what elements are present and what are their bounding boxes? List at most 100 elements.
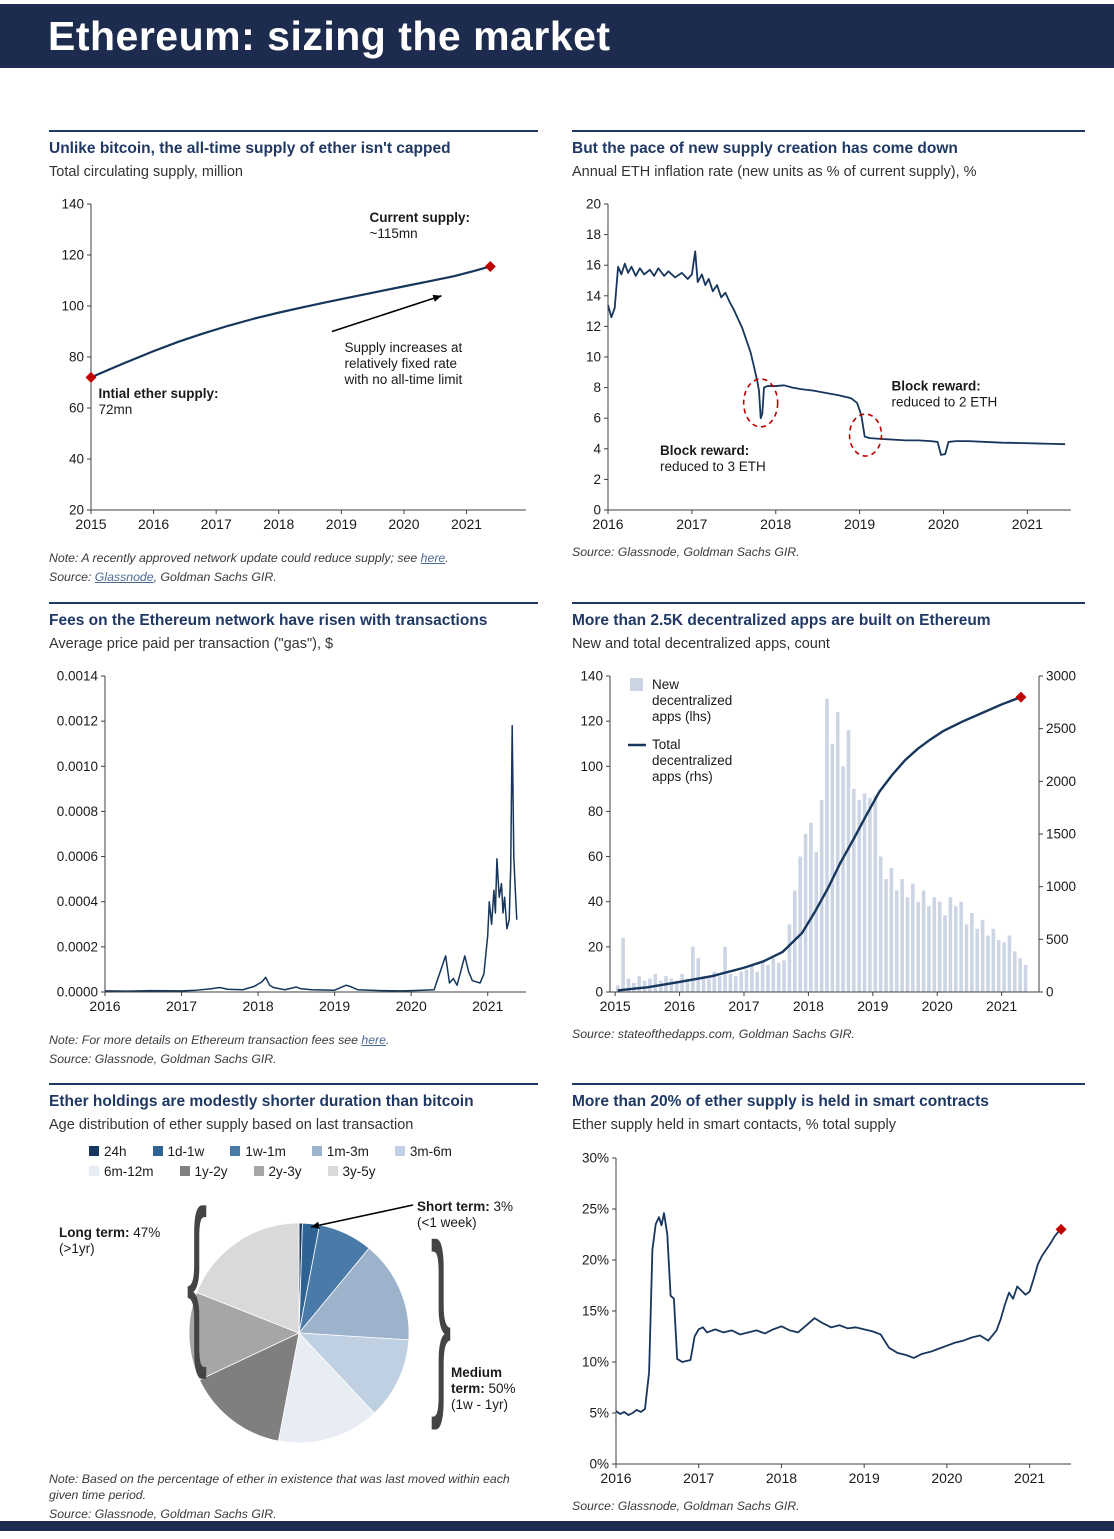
panel-subtitle: Average price paid per transaction ("gas… xyxy=(49,635,334,652)
svg-text:2020: 2020 xyxy=(388,516,419,532)
svg-text:8: 8 xyxy=(593,381,601,396)
svg-text:120: 120 xyxy=(61,248,84,263)
svg-text:10: 10 xyxy=(586,350,601,365)
svg-text:20%: 20% xyxy=(582,1252,609,1267)
svg-text:2018: 2018 xyxy=(760,516,791,532)
svg-text:decentralized: decentralized xyxy=(652,693,732,708)
smart-contracts-line-chart: 0% 5% 10% 15% 20% 25% 30% 2016 2017 2018 2019 2020 2… xyxy=(582,1150,1071,1486)
svg-text:0%: 0% xyxy=(589,1456,609,1471)
svg-text:18: 18 xyxy=(586,228,601,243)
svg-text:2021: 2021 xyxy=(1012,516,1043,532)
svg-text:0.0014: 0.0014 xyxy=(57,669,99,684)
svg-text:Block reward:: Block reward: xyxy=(660,443,749,458)
inflation-line-chart: 0 2 4 6 8 10 12 14 16 18 20 2016 2017 2018 2019 2020 202… xyxy=(586,197,1071,532)
panel-inflation: But the pace of new supply creation has … xyxy=(572,130,1085,586)
svg-text:2017: 2017 xyxy=(683,1470,714,1486)
svg-text:100: 100 xyxy=(580,759,603,774)
svg-text:2019: 2019 xyxy=(849,1470,880,1486)
svg-text:decentralized: decentralized xyxy=(652,753,732,768)
panel-source: Source: Glassnode, Goldman Sachs GIR. xyxy=(572,545,800,560)
panel-subtitle: Total circulating supply, million xyxy=(49,163,243,180)
svg-text:2016: 2016 xyxy=(664,998,695,1014)
svg-text:2000: 2000 xyxy=(1046,774,1076,789)
legend-item-1m-3m: 1m-3m xyxy=(311,1144,369,1159)
svg-text:0.0008: 0.0008 xyxy=(57,804,98,819)
legend-item-1d-1w: 1d-1w xyxy=(152,1144,204,1159)
svg-text:20: 20 xyxy=(588,940,603,955)
source-link[interactable]: Glassnode xyxy=(94,570,154,585)
legend-swatch xyxy=(152,1146,163,1157)
svg-text:0.0000: 0.0000 xyxy=(57,985,98,1000)
svg-text:20: 20 xyxy=(69,503,84,518)
svg-text:2016: 2016 xyxy=(600,1470,631,1486)
svg-text:2019: 2019 xyxy=(857,998,888,1014)
charts-grid: Unlike bitcoin, the all-time supply of e… xyxy=(0,68,1114,1539)
panel-title: More than 2.5K decentralized apps are bu… xyxy=(572,611,991,629)
legend-swatch xyxy=(394,1146,405,1157)
title-rule xyxy=(572,1083,1085,1086)
svg-text:2018: 2018 xyxy=(243,998,274,1014)
svg-text:2017: 2017 xyxy=(728,998,759,1014)
legend-item-3y-5y: 3y-5y xyxy=(327,1164,376,1179)
svg-text:2019: 2019 xyxy=(844,516,875,532)
title-rule xyxy=(49,130,538,132)
svg-text:0.0012: 0.0012 xyxy=(57,714,98,729)
svg-text:2018: 2018 xyxy=(793,998,824,1014)
svg-text:2020: 2020 xyxy=(922,998,953,1014)
legend-swatch xyxy=(311,1146,322,1157)
svg-text:0.0010: 0.0010 xyxy=(57,759,98,774)
panel-subtitle: Age distribution of ether supply based o… xyxy=(49,1117,414,1134)
svg-text:with no all-time limit: with no all-time limit xyxy=(343,372,462,387)
pie-legend: 24h 1d-1w 1w-1m 1m-3m 3m-6m 6m-12m 1y-2y 2y-3y 3… xyxy=(49,1144,538,1179)
page-header: Ethereum: sizing the market xyxy=(0,4,1114,68)
svg-text:(<1 week): (<1 week) xyxy=(417,1215,477,1230)
svg-text:relatively fixed rate: relatively fixed rate xyxy=(344,356,457,371)
svg-text:2016: 2016 xyxy=(89,998,120,1014)
svg-text:2017: 2017 xyxy=(201,516,232,532)
supply-line-chart: 20 40 60 80 100 120 140 2015 2016 2017 2018 2019 202… xyxy=(61,197,526,532)
panel-age-distribution: Ether holdings are modestly shorter dura… xyxy=(49,1083,538,1522)
legend-item-24h: 24h xyxy=(89,1144,127,1159)
svg-text:Supply increases at: Supply increases at xyxy=(344,340,462,355)
svg-text:2021: 2021 xyxy=(472,998,503,1014)
svg-text:Medium: Medium xyxy=(451,1365,502,1380)
svg-text:apps (rhs): apps (rhs) xyxy=(652,769,713,784)
svg-text:}: } xyxy=(431,1203,452,1432)
panel-note: Note: Based on the percentage of ether i… xyxy=(49,1471,510,1503)
svg-text:0.0004: 0.0004 xyxy=(57,894,99,909)
gas-fees-line-chart: 0.0000 0.0002 0.0004 0.0006 0.0008 0.0010 0.00… xyxy=(57,669,526,1014)
svg-text:0: 0 xyxy=(593,503,601,518)
svg-text:2: 2 xyxy=(593,472,601,487)
legend-swatch xyxy=(89,1146,99,1157)
svg-text:term: 50%: term: 50% xyxy=(451,1381,516,1396)
svg-text:(>1yr): (>1yr) xyxy=(59,1241,95,1256)
panel-fees: Fees on the Ethereum network have risen … xyxy=(49,601,538,1068)
panel-title: Unlike bitcoin, the all-time supply of e… xyxy=(49,140,451,157)
panel-title: Fees on the Ethereum network have risen … xyxy=(49,611,488,629)
svg-text:30%: 30% xyxy=(582,1150,609,1165)
svg-text:2020: 2020 xyxy=(928,516,959,532)
svg-text:2500: 2500 xyxy=(1046,721,1076,736)
svg-text:2021: 2021 xyxy=(451,516,482,532)
svg-text:2019: 2019 xyxy=(326,516,357,532)
svg-text:14: 14 xyxy=(586,289,602,304)
svg-text:2021: 2021 xyxy=(1014,1470,1045,1486)
legend-swatch xyxy=(253,1166,264,1177)
panel-subtitle: New and total decentralized apps, count xyxy=(572,635,830,652)
svg-text:4: 4 xyxy=(593,442,601,457)
svg-text:0.0006: 0.0006 xyxy=(57,849,98,864)
svg-text:reduced to 2 ETH: reduced to 2 ETH xyxy=(892,395,998,410)
title-rule xyxy=(49,601,538,604)
svg-text:Current supply:: Current supply: xyxy=(370,210,471,225)
panel-note: Note: For more details on Ethereum trans… xyxy=(49,1033,390,1048)
svg-text:1000: 1000 xyxy=(1046,879,1076,894)
svg-text:2015: 2015 xyxy=(75,516,106,532)
svg-text:1500: 1500 xyxy=(1046,827,1076,842)
note-link[interactable]: here xyxy=(420,551,446,566)
panel-title: But the pace of new supply creation has … xyxy=(572,140,958,157)
note-link[interactable]: here xyxy=(361,1033,386,1048)
svg-text:60: 60 xyxy=(588,849,603,864)
svg-text:20: 20 xyxy=(586,197,601,212)
svg-text:2017: 2017 xyxy=(166,998,197,1014)
panel-subtitle: Ether supply held in smart contacts, % t… xyxy=(572,1117,896,1134)
